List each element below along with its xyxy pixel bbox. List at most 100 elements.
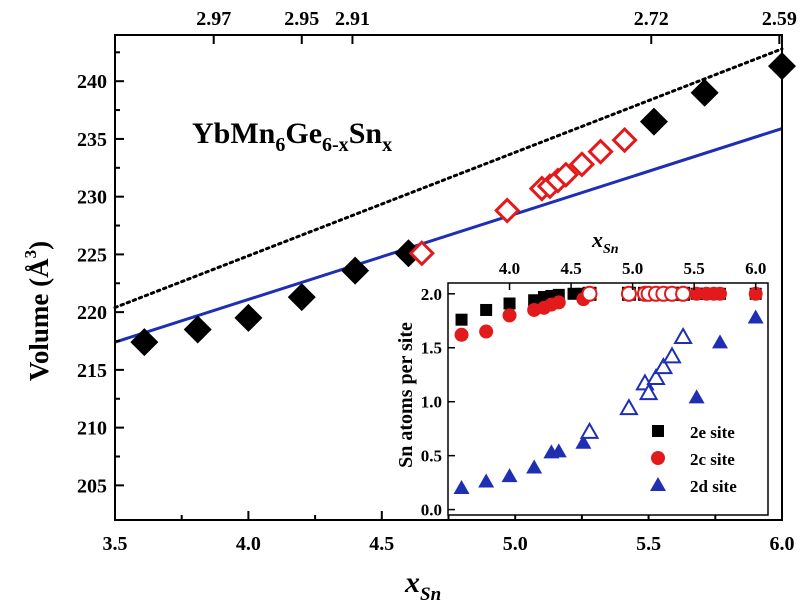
open-diamond-point [568, 151, 596, 178]
main-data-points [130, 52, 796, 357]
main-y-tick-label: 235 [77, 129, 107, 151]
filled-triangle-2d-site-point [688, 389, 705, 404]
open-diamond-point [408, 240, 435, 267]
open-circle-2c-site-point [581, 285, 598, 302]
main-x-axis-label-sub: Sn [420, 584, 441, 605]
open-triangle-2d-site-point [579, 421, 600, 439]
filled-circle-2c-site-point [502, 308, 517, 323]
inset-x-tick-label: 5.0 [622, 259, 643, 278]
inset-data-points [453, 285, 764, 495]
main-x-tick-label: 6.0 [770, 533, 795, 555]
inset-x-tick-label: 4.0 [499, 259, 520, 278]
title-part-sn: Sn [349, 117, 383, 150]
filled-triangle-2d-site-point [575, 434, 592, 449]
main-x-tick-label: 5.0 [503, 533, 528, 555]
open-circle-2c-site-point [620, 285, 637, 302]
fit-line-solid [114, 127, 783, 344]
main-x-tick-label: 3.5 [103, 533, 128, 555]
inset-x-axis-label: xSn [591, 227, 619, 257]
filled-triangle-2d-site-point [501, 468, 518, 483]
top-axis-tick-label: 2.72 [634, 8, 669, 30]
open-diamond-point [552, 161, 580, 188]
filled-square-2e-site-point [455, 313, 468, 326]
filled-triangle-2d-site-point [478, 473, 495, 488]
filled-diamond-point [341, 256, 370, 285]
open-diamond-point [494, 197, 521, 224]
legend-marker-2d-site [650, 477, 666, 491]
legend-label-2e-site: 2e site [690, 423, 735, 442]
inset-legend: 2e site 2c site 2d site [650, 423, 737, 496]
main-y-tick-label: 240 [77, 71, 107, 93]
open-diamond-point [587, 138, 614, 165]
filled-diamond-point [690, 78, 719, 107]
open-diamond-point [611, 126, 638, 154]
inset-y-tick-label: 0.0 [421, 501, 442, 520]
filled-triangle-2d-site-point [453, 480, 470, 495]
filled-triangle-2d-site-point [550, 443, 567, 458]
filled-diamond-point [394, 239, 423, 268]
inset-chart: 4.0 4.5 5.0 5.5 6.0 0.0 0.5 1.0 1.5 2.0 xSn Sn at… [395, 227, 769, 520]
open-triangle-2d-site-point [646, 367, 666, 385]
main-y-axis-label-sup: 3 [21, 250, 40, 259]
open-triangle-2d-site-point [673, 326, 693, 344]
filled-square-2e-site-point [503, 297, 516, 310]
inset-background [448, 283, 768, 515]
filled-triangle-2d-site-point [747, 309, 764, 324]
inset-y-axis-label: Sn atoms per site [395, 322, 417, 468]
filled-triangle-2d-site-point [526, 459, 543, 474]
filled-circle-2c-site-point [748, 286, 763, 301]
open-triangle-2d-site-point [619, 398, 639, 416]
inset-x-tick-label: 5.5 [684, 259, 705, 278]
top-axis-tick-label: 2.95 [284, 8, 319, 30]
filled-square-2e-site-point [528, 294, 541, 307]
open-triangle-2d-site-point [653, 357, 674, 375]
main-y-tick-label: 225 [77, 244, 107, 266]
legend-marker-2e-site [652, 425, 664, 437]
main-x-tick-label: 5.5 [636, 533, 661, 555]
inset-x-tick-label: 6.0 [745, 259, 766, 278]
main-y-tick-label: 220 [77, 302, 107, 324]
legend-label-2d-site: 2d site [690, 477, 737, 496]
filled-circle-2c-site-point [454, 327, 469, 342]
filled-diamond-point [234, 303, 263, 332]
open-circle-2c-site-point [675, 285, 692, 302]
title-sub-6: 6 [275, 134, 285, 156]
legend-marker-2c-site [651, 451, 665, 465]
open-triangle-2d-site-point [638, 383, 659, 401]
open-triangle-2d-site-point [662, 346, 682, 364]
main-x-tick-label: 4.0 [236, 533, 261, 555]
title-part-ge: Ge [285, 117, 322, 150]
filled-diamond-point [287, 283, 316, 312]
top-axis-tick-label: 2.97 [196, 8, 231, 30]
title-sub-6-x: 6-x [322, 134, 349, 156]
inset-x-tick-label: 4.5 [560, 259, 581, 278]
filled-circle-2c-site-point [479, 324, 494, 339]
filled-square-2e-site-point [480, 303, 493, 316]
main-fit-lines [113, 47, 784, 344]
filled-circle-2c-site-point [551, 295, 566, 310]
inset-plot-frame [447, 282, 769, 516]
inset-x-axis-label-sub: Sn [603, 242, 619, 257]
legend-label-2c-site: 2c site [690, 450, 735, 469]
title-part-a: YbMn [192, 117, 276, 150]
filled-diamond-point [130, 328, 159, 357]
filled-diamond-point [639, 107, 668, 136]
main-y-axis-label-close: ) [24, 241, 54, 250]
main-y-tick-label: 215 [77, 360, 107, 382]
main-y-tick-label: 230 [77, 187, 107, 209]
filled-circle-2c-site-point [689, 286, 704, 301]
filled-triangle-2d-site-point [712, 334, 728, 349]
filled-square-2e-site-point [567, 287, 580, 300]
main-y-tick-label: 205 [77, 475, 107, 497]
main-x-tick-label: 4.5 [369, 533, 394, 555]
filled-diamond-point [183, 315, 212, 344]
title-sub-x: x [382, 134, 392, 156]
inset-y-tick-label: 1.5 [421, 339, 442, 358]
top-axis-tick-label: 2.91 [335, 8, 370, 30]
filled-circle-2c-site-point [713, 286, 727, 301]
inset-y-tick-label: 1.0 [421, 393, 442, 412]
main-title: YbMn6Ge6-xSnx [192, 117, 392, 156]
main-y-axis-label: Volume (Å3) [21, 241, 54, 381]
fit-line-dotted [113, 47, 784, 310]
